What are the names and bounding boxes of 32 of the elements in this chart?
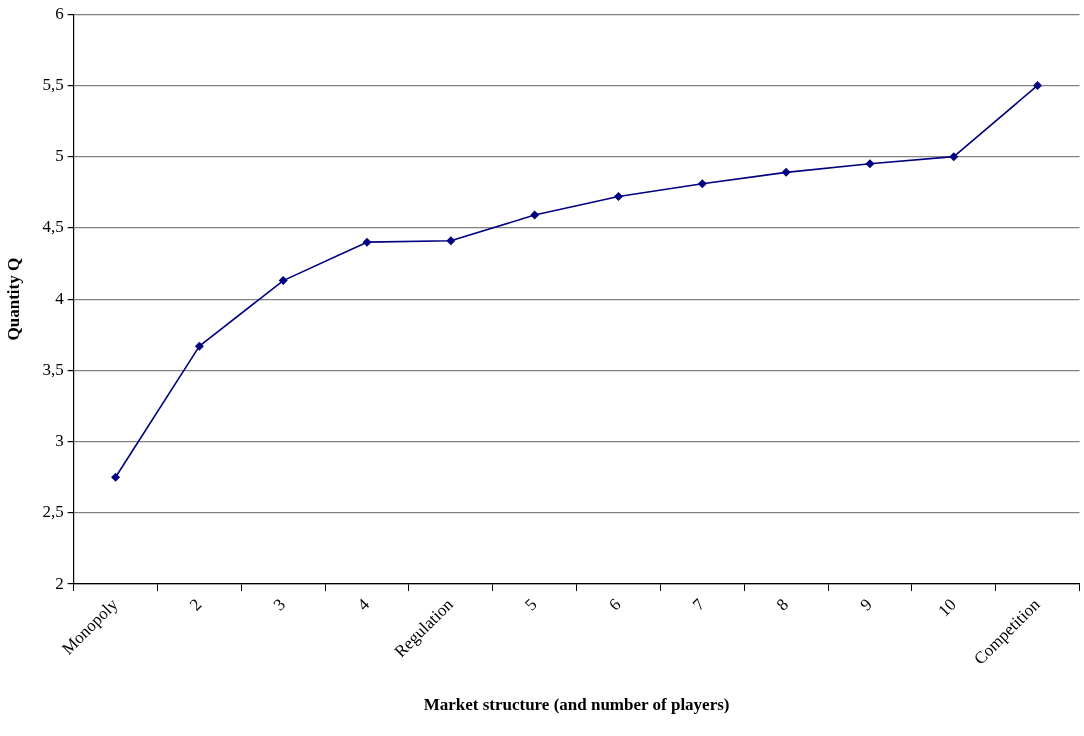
y-tick-label: 5 (55, 146, 64, 166)
y-tick-label: 4 (55, 288, 65, 308)
y-tick-label: 3,5 (42, 359, 64, 379)
y-tick-label: 2,5 (42, 502, 64, 522)
point (781, 167, 791, 177)
x-tick-label: 9 (856, 594, 876, 615)
point (865, 159, 875, 169)
x-tick-label: 3 (269, 594, 290, 615)
x-tick-label: 6 (605, 594, 625, 615)
x-tick-label: 4 (353, 594, 374, 615)
y-tick-label: 3 (55, 431, 64, 451)
x-axis-title: Market structure (and number of players) (423, 695, 730, 715)
y-tick-label: 2 (55, 573, 64, 593)
point (278, 276, 288, 286)
point (446, 236, 456, 246)
point (194, 341, 204, 351)
x-tick-label: 5 (521, 594, 541, 615)
point (362, 237, 372, 247)
point (111, 472, 121, 482)
point (949, 152, 959, 162)
point (613, 192, 623, 202)
x-tick-label: 8 (772, 594, 793, 615)
x-tick-label: 7 (688, 594, 709, 615)
y-axis-title: Quantity Q (3, 257, 23, 341)
x-tick-label: 10 (934, 594, 960, 621)
point (530, 210, 540, 220)
y-tick-label: 6 (55, 3, 64, 23)
y-tick-label: 4,5 (42, 217, 64, 237)
x-tick-label: 2 (185, 594, 206, 615)
point (697, 179, 707, 189)
y-tick-label: 5,5 (42, 74, 64, 94)
point (1033, 80, 1043, 90)
